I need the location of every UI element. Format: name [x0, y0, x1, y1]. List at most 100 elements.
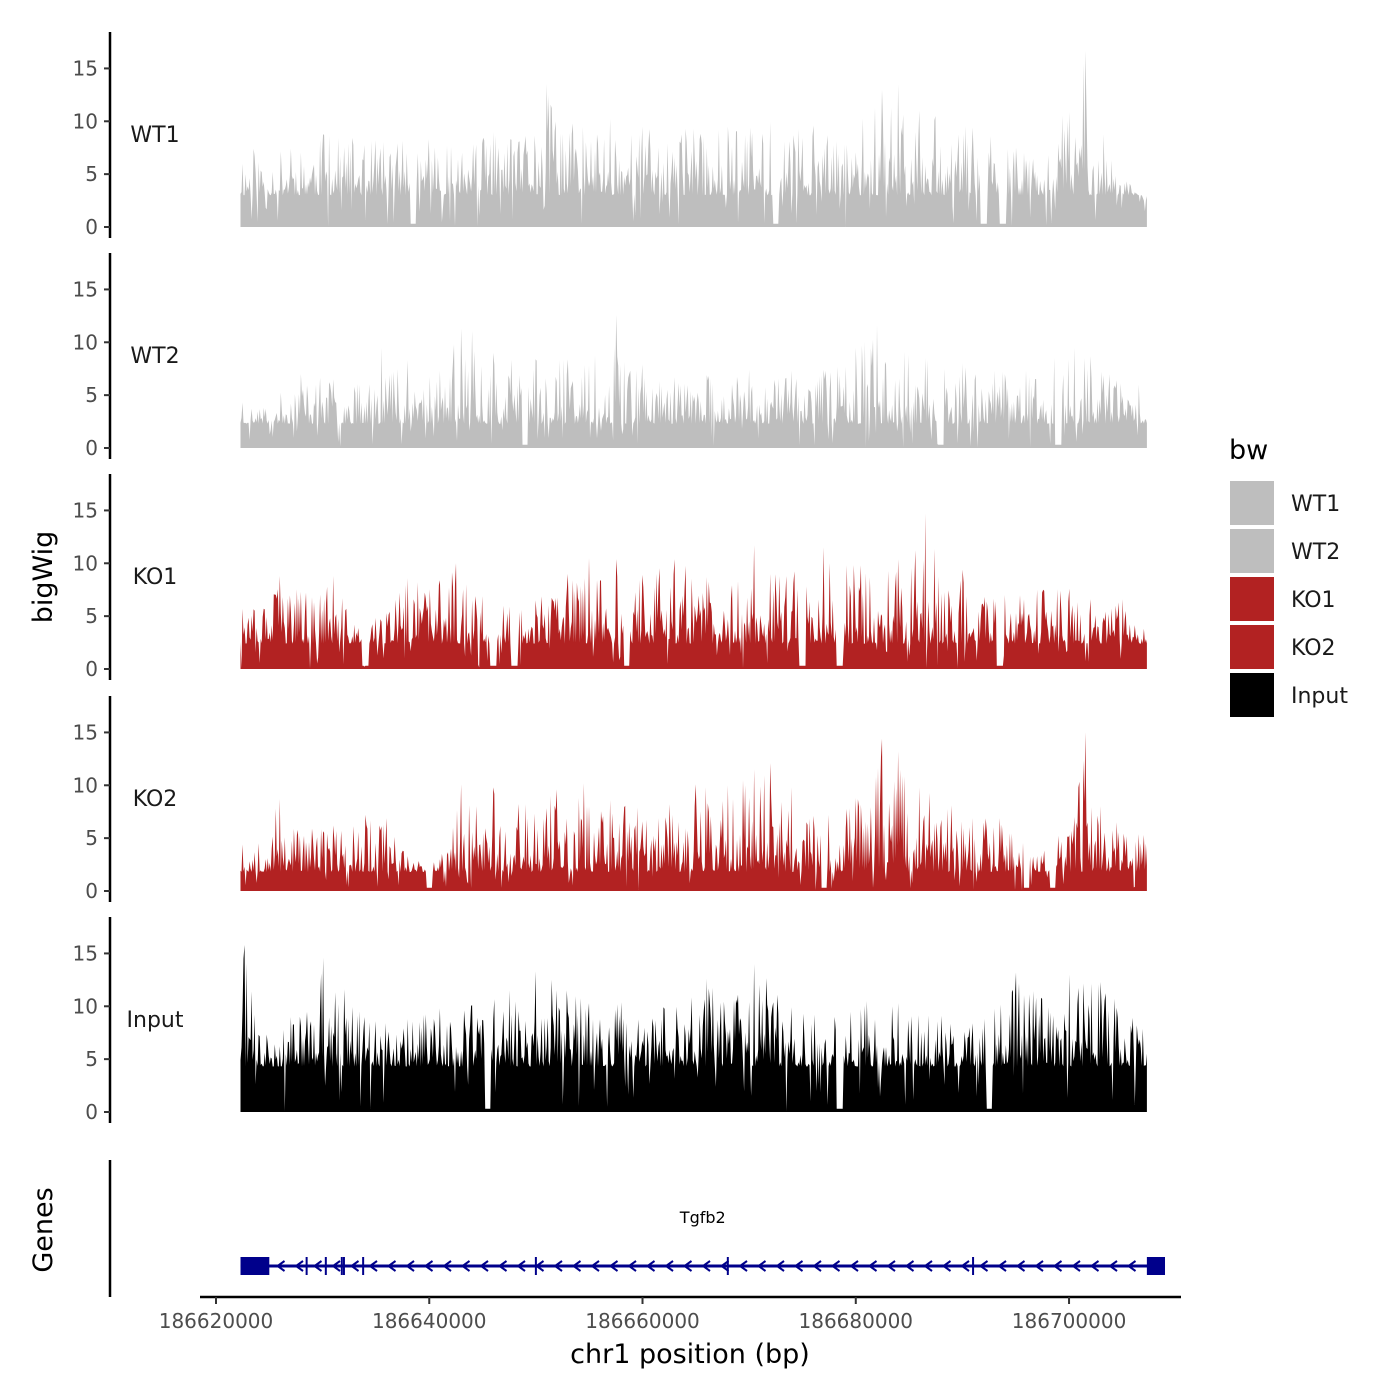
strand-arrow	[867, 1260, 878, 1272]
strand-arrow	[886, 1260, 896, 1272]
legend-swatch	[1230, 625, 1274, 669]
y-tick-label: 15	[73, 941, 98, 965]
strand-arrow	[960, 1260, 970, 1272]
track-ko2: 0 5 10 15 KO2	[73, 696, 1147, 903]
y-tick-label: 0	[85, 1100, 98, 1124]
y-tick-label: 15	[73, 498, 98, 522]
track-label: KO1	[133, 565, 178, 590]
y-tick-label: 0	[85, 657, 98, 681]
y-tick-label: 10	[73, 551, 98, 575]
strand-arrow	[812, 1260, 822, 1272]
legend-entry-wt2: WT2	[1230, 529, 1340, 573]
y-tick-label: 0	[85, 879, 98, 903]
legend-entry-input: Input	[1230, 673, 1348, 717]
signal-area-wt2	[240, 314, 1147, 448]
y-tick-label: 5	[85, 604, 98, 628]
exon-block	[240, 1257, 270, 1275]
y-tick-label: 5	[85, 162, 98, 186]
strand-arrow	[386, 1260, 397, 1272]
legend-swatch	[1230, 529, 1274, 573]
genes-axis-title: Genes	[28, 1187, 59, 1272]
x-tick-label: 186680000	[799, 1309, 914, 1333]
legend-entry-ko1: KO1	[1230, 577, 1336, 621]
strand-arrow	[849, 1260, 859, 1272]
x-axis: 186620000 186640000 186660000 186680000 1867…	[159, 1295, 1181, 1333]
strand-arrow	[516, 1260, 526, 1272]
strand-arrow	[997, 1260, 1007, 1272]
x-tick-label: 186640000	[372, 1309, 487, 1333]
strand-arrow	[294, 1260, 304, 1272]
legend-label: Input	[1291, 684, 1348, 709]
y-tick-label: 0	[85, 436, 98, 460]
strand-arrow	[978, 1260, 989, 1272]
strand-arrow	[590, 1260, 600, 1272]
y-axis-title: bigWig	[28, 531, 59, 624]
gene-tgfb2: Tgfb2	[240, 1208, 1166, 1275]
strand-arrow	[1126, 1260, 1137, 1272]
strand-arrow	[793, 1260, 804, 1272]
strand-arrow	[460, 1260, 471, 1272]
y-tick-label: 5	[85, 1047, 98, 1071]
strand-arrow	[405, 1260, 415, 1272]
track-label: Input	[127, 1008, 184, 1033]
legend-title: bw	[1229, 435, 1268, 466]
strand-arrow	[1071, 1260, 1081, 1272]
strand-arrow	[904, 1260, 915, 1272]
strand-arrow	[627, 1260, 637, 1272]
track-input: 0 5 10 15 Input	[73, 917, 1147, 1124]
strand-arrow	[442, 1260, 452, 1272]
y-tick-label: 10	[73, 109, 98, 133]
strand-arrow	[497, 1260, 508, 1272]
y-tick-label: 5	[85, 826, 98, 850]
strand-arrow	[571, 1260, 582, 1272]
legend-entry-ko2: KO2	[1230, 625, 1336, 669]
strand-arrow	[1052, 1260, 1063, 1272]
strand-arrow	[349, 1260, 360, 1272]
x-tick-label: 186700000	[1012, 1309, 1127, 1333]
bigwig-tracks: 0 5 10 15 WT1 0 5 10 15 WT2 0 5 10 15 KO1 0 5 10 15 KO2 0 5 10…	[73, 32, 1147, 1124]
track-wt1: 0 5 10 15 WT1	[73, 32, 1147, 239]
legend-label: WT1	[1291, 492, 1340, 517]
strand-arrow	[701, 1260, 711, 1272]
track-label: KO2	[133, 787, 178, 812]
strand-arrow	[719, 1260, 730, 1272]
legend-label: WT2	[1291, 540, 1340, 565]
y-tick-label: 10	[73, 994, 98, 1018]
legend: bw WT1 WT2 KO1 KO2 Input	[1229, 435, 1348, 717]
strand-arrow	[1108, 1260, 1118, 1272]
signal-area-wt1	[240, 50, 1147, 227]
y-tick-label: 15	[73, 277, 98, 301]
strand-arrow	[1089, 1260, 1100, 1272]
legend-swatch	[1230, 481, 1274, 525]
strand-arrow	[608, 1260, 619, 1272]
signal-area-ko2	[240, 732, 1147, 891]
strand-arrow	[312, 1260, 323, 1272]
strand-arrow	[368, 1260, 378, 1272]
strand-arrow	[756, 1260, 767, 1272]
track-label: WT2	[130, 344, 179, 369]
strand-arrow	[479, 1260, 489, 1272]
strand-arrow	[423, 1260, 434, 1272]
legend-label: KO1	[1291, 588, 1336, 613]
genes-panel: Tgfb2	[108, 1160, 1166, 1297]
legend-entry-wt1: WT1	[1230, 481, 1340, 525]
y-tick-label: 15	[73, 720, 98, 744]
y-tick-label: 10	[73, 773, 98, 797]
signal-area-input	[240, 945, 1147, 1112]
gene-name-label: Tgfb2	[679, 1208, 726, 1227]
strand-arrow	[553, 1260, 563, 1272]
legend-swatch	[1230, 577, 1274, 621]
strand-arrow	[1015, 1260, 1026, 1272]
strand-arrow	[645, 1260, 656, 1272]
track-ko1: 0 5 10 15 KO1	[73, 474, 1147, 681]
strand-arrow	[664, 1260, 674, 1272]
y-tick-label: 10	[73, 330, 98, 354]
strand-arrow	[275, 1260, 286, 1272]
exon-block	[1146, 1257, 1166, 1275]
y-tick-label: 0	[85, 215, 98, 239]
strand-arrow	[941, 1260, 952, 1272]
strand-arrow	[775, 1260, 785, 1272]
strand-arrow	[682, 1260, 693, 1272]
signal-area-ko1	[240, 513, 1147, 669]
